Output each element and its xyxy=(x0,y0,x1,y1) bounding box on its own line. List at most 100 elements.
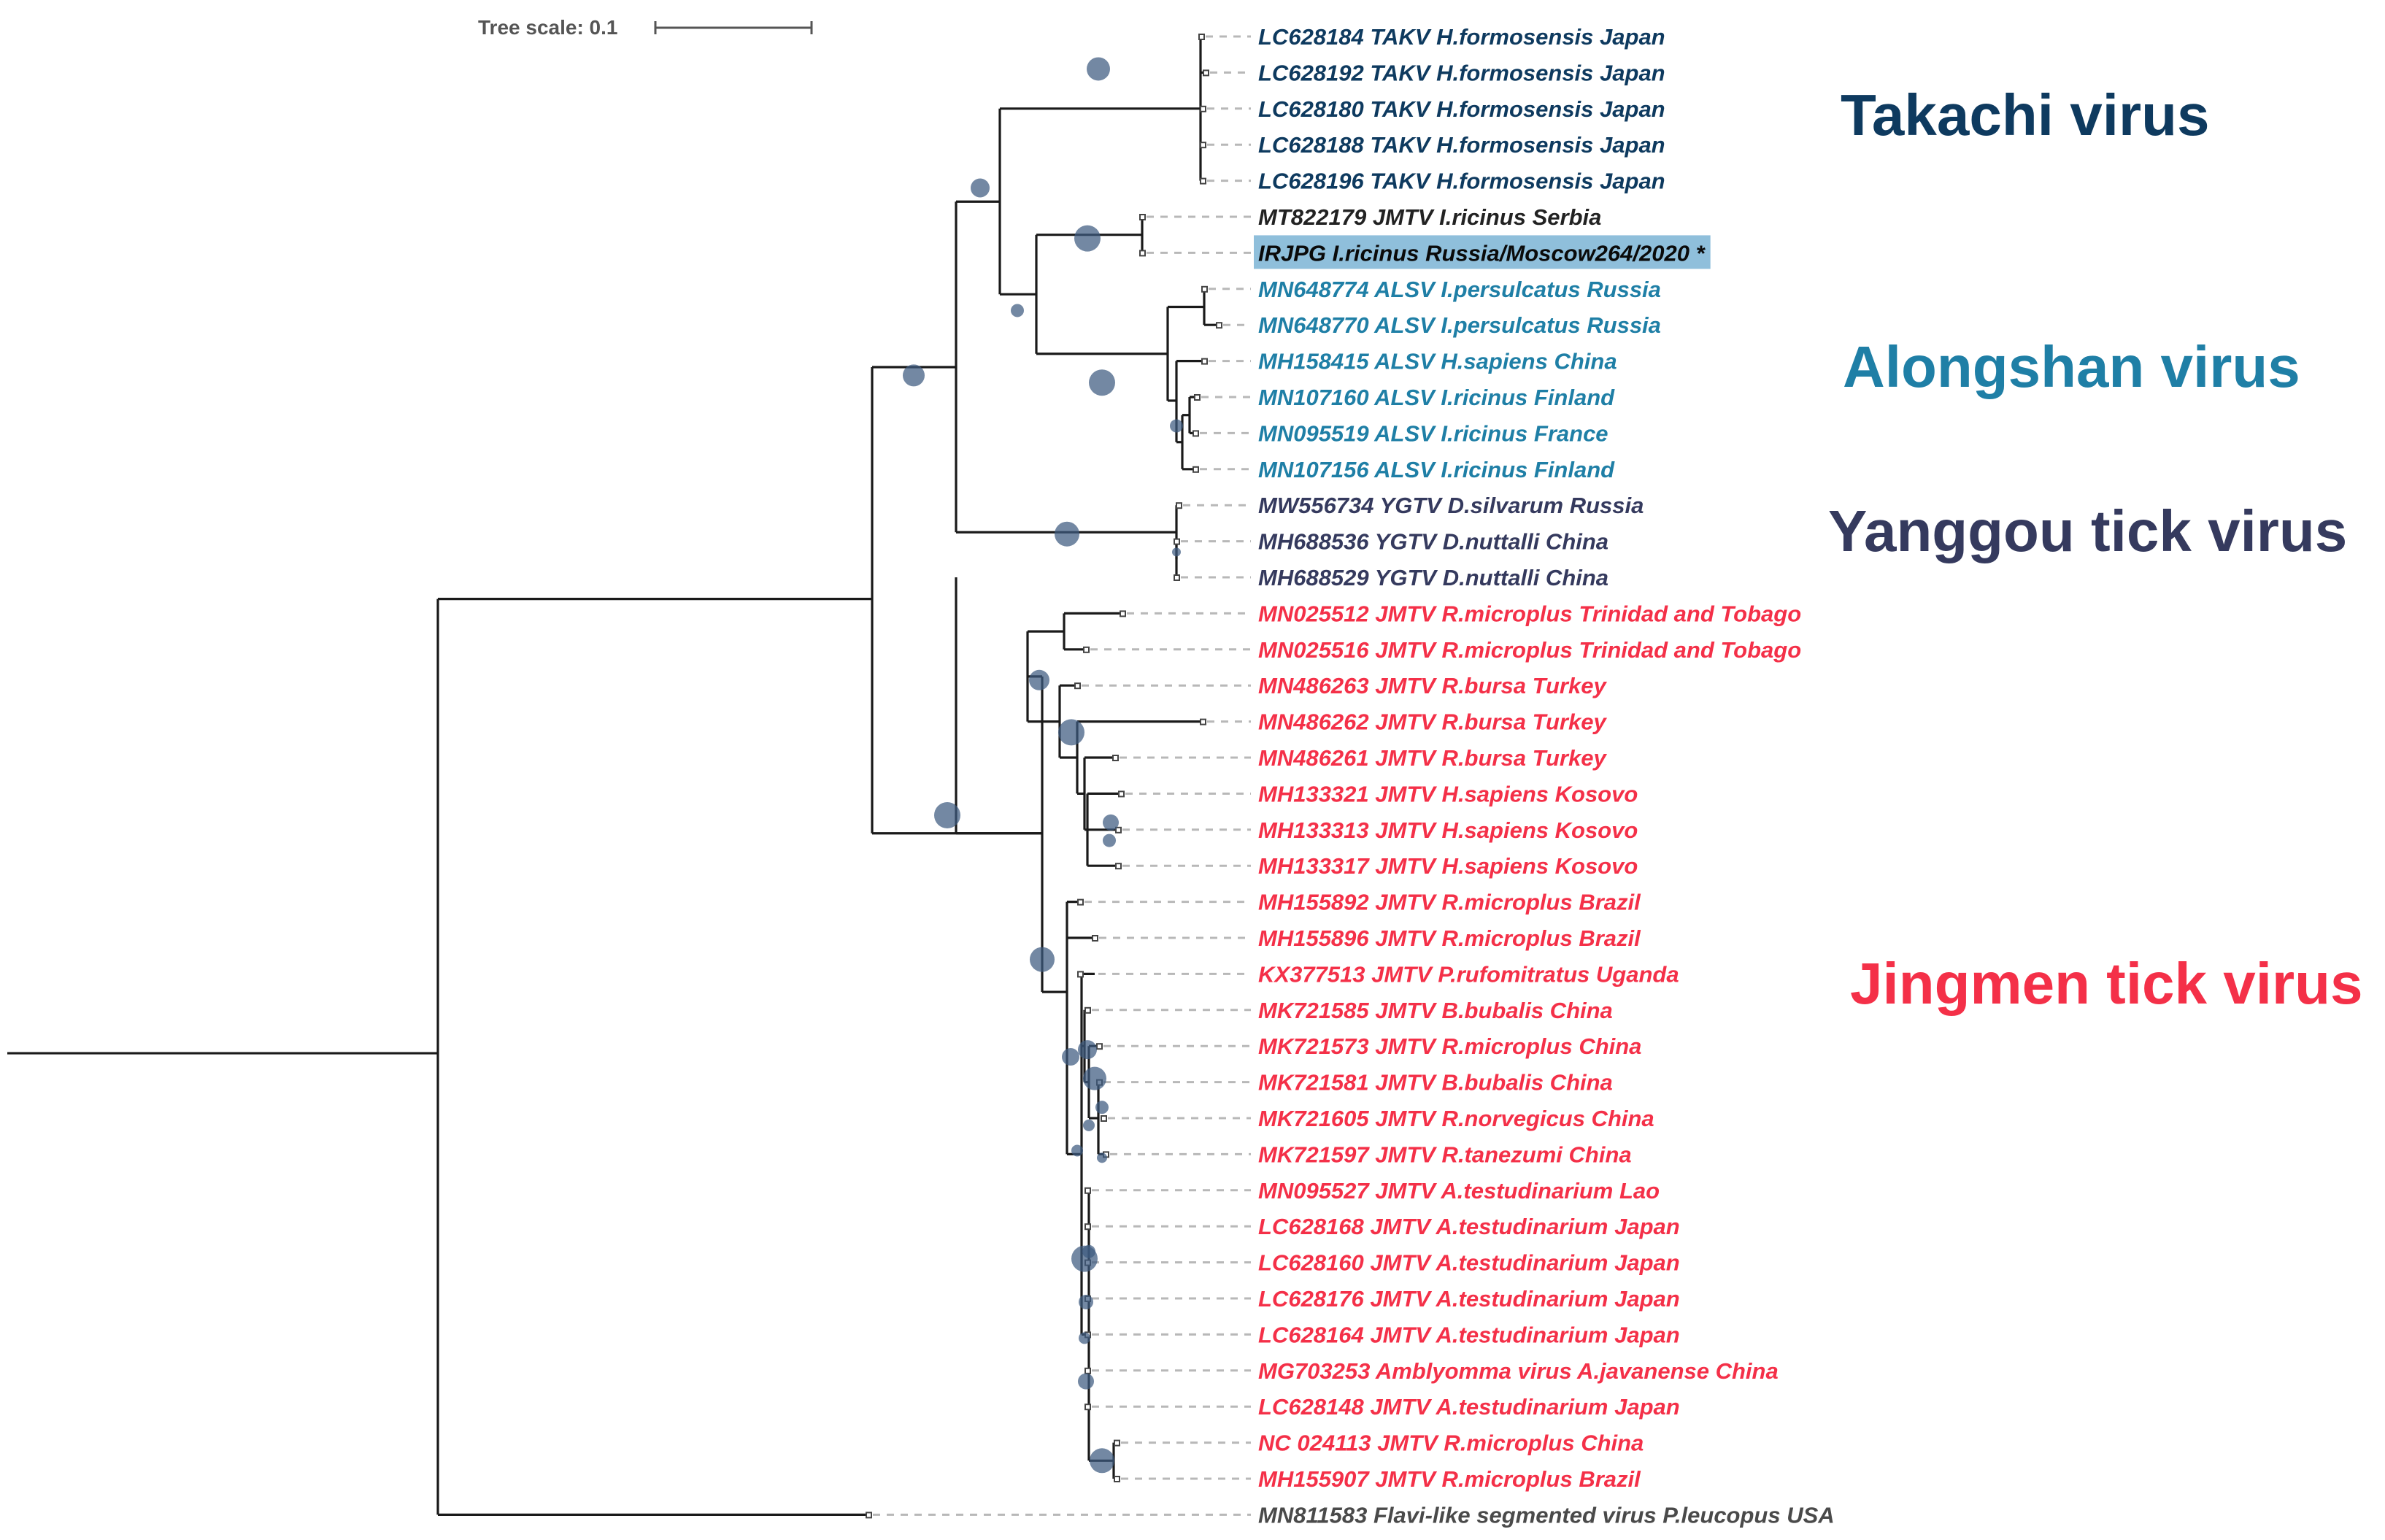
tip-marker xyxy=(1084,1404,1091,1411)
support-circle xyxy=(934,802,960,829)
leaf-label: IRJPG I.ricinus Russia/Moscow264/2020 * xyxy=(1258,240,1706,266)
tip-marker xyxy=(1174,574,1180,581)
tip-marker xyxy=(1139,250,1146,257)
support-circle xyxy=(1170,419,1183,433)
leaf-label: MN811583 Flavi-like segmented virus P.le… xyxy=(1258,1502,1835,1528)
leaf-label: MN095527 JMTV A.testudinarium Lao xyxy=(1258,1178,1660,1204)
leaf-label: MN648770 ALSV I.persulcatus Russia xyxy=(1258,312,1661,338)
tip-marker xyxy=(1077,898,1084,906)
leaf-guide-lines xyxy=(873,35,1251,1516)
leaf-label: MH155907 JMTV R.microplus Brazil xyxy=(1258,1466,1641,1492)
tree-scale-bar: Tree scale: 0.1 xyxy=(478,16,813,39)
tip-marker xyxy=(1083,646,1090,653)
clade-label: Yanggou tick virus xyxy=(1828,498,2347,563)
tip-marker xyxy=(1092,935,1098,942)
support-circle xyxy=(1030,947,1055,972)
leaf-label: KX377513 JMTV P.rufomitratus Uganda xyxy=(1258,961,1679,987)
leaf-label: LC628168 JMTV A.testudinarium Japan xyxy=(1258,1214,1680,1239)
support-circle xyxy=(1089,369,1115,396)
leaf-label: LC628192 TAKV H.formosensis Japan xyxy=(1258,60,1665,85)
leaf-label: MN486261 JMTV R.bursa Turkey xyxy=(1258,745,1607,771)
support-circle xyxy=(1095,1101,1109,1114)
leaf-label: MN107160 ALSV I.ricinus Finland xyxy=(1258,385,1615,410)
support-circle xyxy=(1058,719,1084,746)
highlighted-sample xyxy=(1254,235,1711,269)
leaf-label: LC628176 JMTV A.testudinarium Japan xyxy=(1258,1286,1680,1312)
support-circle xyxy=(1055,521,1079,547)
support-circle xyxy=(1103,833,1116,847)
support-circle xyxy=(1103,814,1119,831)
leaf-label: MN025516 JMTV R.microplus Trinidad and T… xyxy=(1258,637,1801,663)
support-circle xyxy=(1083,1066,1106,1090)
tip-marker xyxy=(1200,142,1206,149)
leaf-label: MN648774 ALSV I.persulcatus Russia xyxy=(1258,277,1661,302)
leaf-label: MN107156 ALSV I.ricinus Finland xyxy=(1258,457,1615,482)
leaf-label: LC628164 JMTV A.testudinarium Japan xyxy=(1258,1322,1680,1347)
tip-marker xyxy=(1194,394,1201,401)
leaf-label: MH133321 JMTV H.sapiens Kosovo xyxy=(1258,781,1638,806)
leaf-label: MH155896 JMTV R.microplus Brazil xyxy=(1258,925,1641,951)
leaf-label: MH133313 JMTV H.sapiens Kosovo xyxy=(1258,817,1638,843)
bootstrap-support-circles xyxy=(903,57,1183,1474)
leaf-label: MW556734 YGTV D.silvarum Russia xyxy=(1258,493,1644,518)
leaf-label: MK721581 JMTV B.bubalis China xyxy=(1258,1070,1613,1096)
leaf-label: LC628184 TAKV H.formosensis Japan xyxy=(1258,24,1665,50)
tip-marker xyxy=(1192,466,1199,473)
support-circle xyxy=(1071,1245,1098,1272)
leaf-label: LC628196 TAKV H.formosensis Japan xyxy=(1258,169,1665,194)
leaf-label: MK721605 JMTV R.norvegicus China xyxy=(1258,1106,1654,1131)
tip-marker xyxy=(1084,1006,1091,1014)
leaf-label: MN025512 JMTV R.microplus Trinidad and T… xyxy=(1258,601,1801,626)
leaf-label: MG703253 Amblyomma virus A.javanense Chi… xyxy=(1258,1358,1779,1384)
support-circle xyxy=(1029,669,1049,690)
leaf-label: MN486263 JMTV R.bursa Turkey xyxy=(1258,673,1607,698)
tip-marker xyxy=(1198,34,1205,40)
support-circle xyxy=(971,178,990,198)
tip-marker xyxy=(1084,1367,1091,1374)
clade-label: Jingmen tick virus xyxy=(1850,951,2362,1016)
tip-marker xyxy=(1084,1223,1091,1231)
tip-marker xyxy=(1200,105,1206,112)
support-circle xyxy=(1011,304,1024,317)
tip-marker xyxy=(1114,1439,1120,1447)
leaf-label: MH688529 YGTV D.nuttalli China xyxy=(1258,565,1608,590)
leaf-label: LC628148 JMTV A.testudinarium Japan xyxy=(1258,1394,1680,1420)
leaf-label: NC 024113 JMTV R.microplus China xyxy=(1258,1431,1644,1456)
tip-marker xyxy=(1112,755,1119,761)
clade-label: Alongshan virus xyxy=(1843,334,2300,399)
leaf-label: MK721573 JMTV R.microplus China xyxy=(1258,1033,1641,1059)
tip-marker xyxy=(1174,538,1180,545)
leaf-labels: LC628184 TAKV H.formosensis Japan LC62819… xyxy=(1258,24,1835,1528)
support-circle xyxy=(1097,1152,1107,1163)
tip-marker xyxy=(866,1512,872,1519)
tip-marker xyxy=(1139,214,1146,220)
tip-marker xyxy=(1200,177,1206,185)
support-circle xyxy=(1087,57,1110,81)
tip-marker xyxy=(1096,1043,1103,1050)
tip-marker xyxy=(1115,826,1122,833)
tip-marker xyxy=(1216,322,1222,329)
support-circle xyxy=(1078,1040,1097,1060)
support-circle xyxy=(1062,1048,1079,1066)
support-circle xyxy=(1071,1144,1083,1157)
leaf-label: LC628188 TAKV H.formosensis Japan xyxy=(1258,132,1665,158)
tip-marker xyxy=(1101,1115,1107,1122)
support-circle xyxy=(1090,1448,1114,1474)
leaf-label: MH688536 YGTV D.nuttalli China xyxy=(1258,529,1608,555)
tip-marker xyxy=(1120,610,1126,617)
leaf-label: MT822179 JMTV I.ricinus Serbia xyxy=(1258,204,1601,230)
support-circle xyxy=(1079,1332,1090,1344)
support-circle xyxy=(1074,225,1101,252)
tip-marker xyxy=(1200,718,1206,725)
tip-marker xyxy=(1115,863,1122,870)
tip-marker xyxy=(1201,358,1208,365)
support-circle xyxy=(1172,547,1181,557)
leaf-label: LC628160 JMTV A.testudinarium Japan xyxy=(1258,1250,1680,1276)
support-circle xyxy=(1078,1373,1094,1390)
support-circle xyxy=(1079,1294,1093,1309)
tip-marker xyxy=(1176,502,1182,509)
leaf-label: MK721585 JMTV B.bubalis China xyxy=(1258,998,1613,1023)
tip-marker xyxy=(1077,971,1084,978)
clade-labels: Takachi virus Alongshan virus Yanggou tick… xyxy=(1828,82,2362,1016)
